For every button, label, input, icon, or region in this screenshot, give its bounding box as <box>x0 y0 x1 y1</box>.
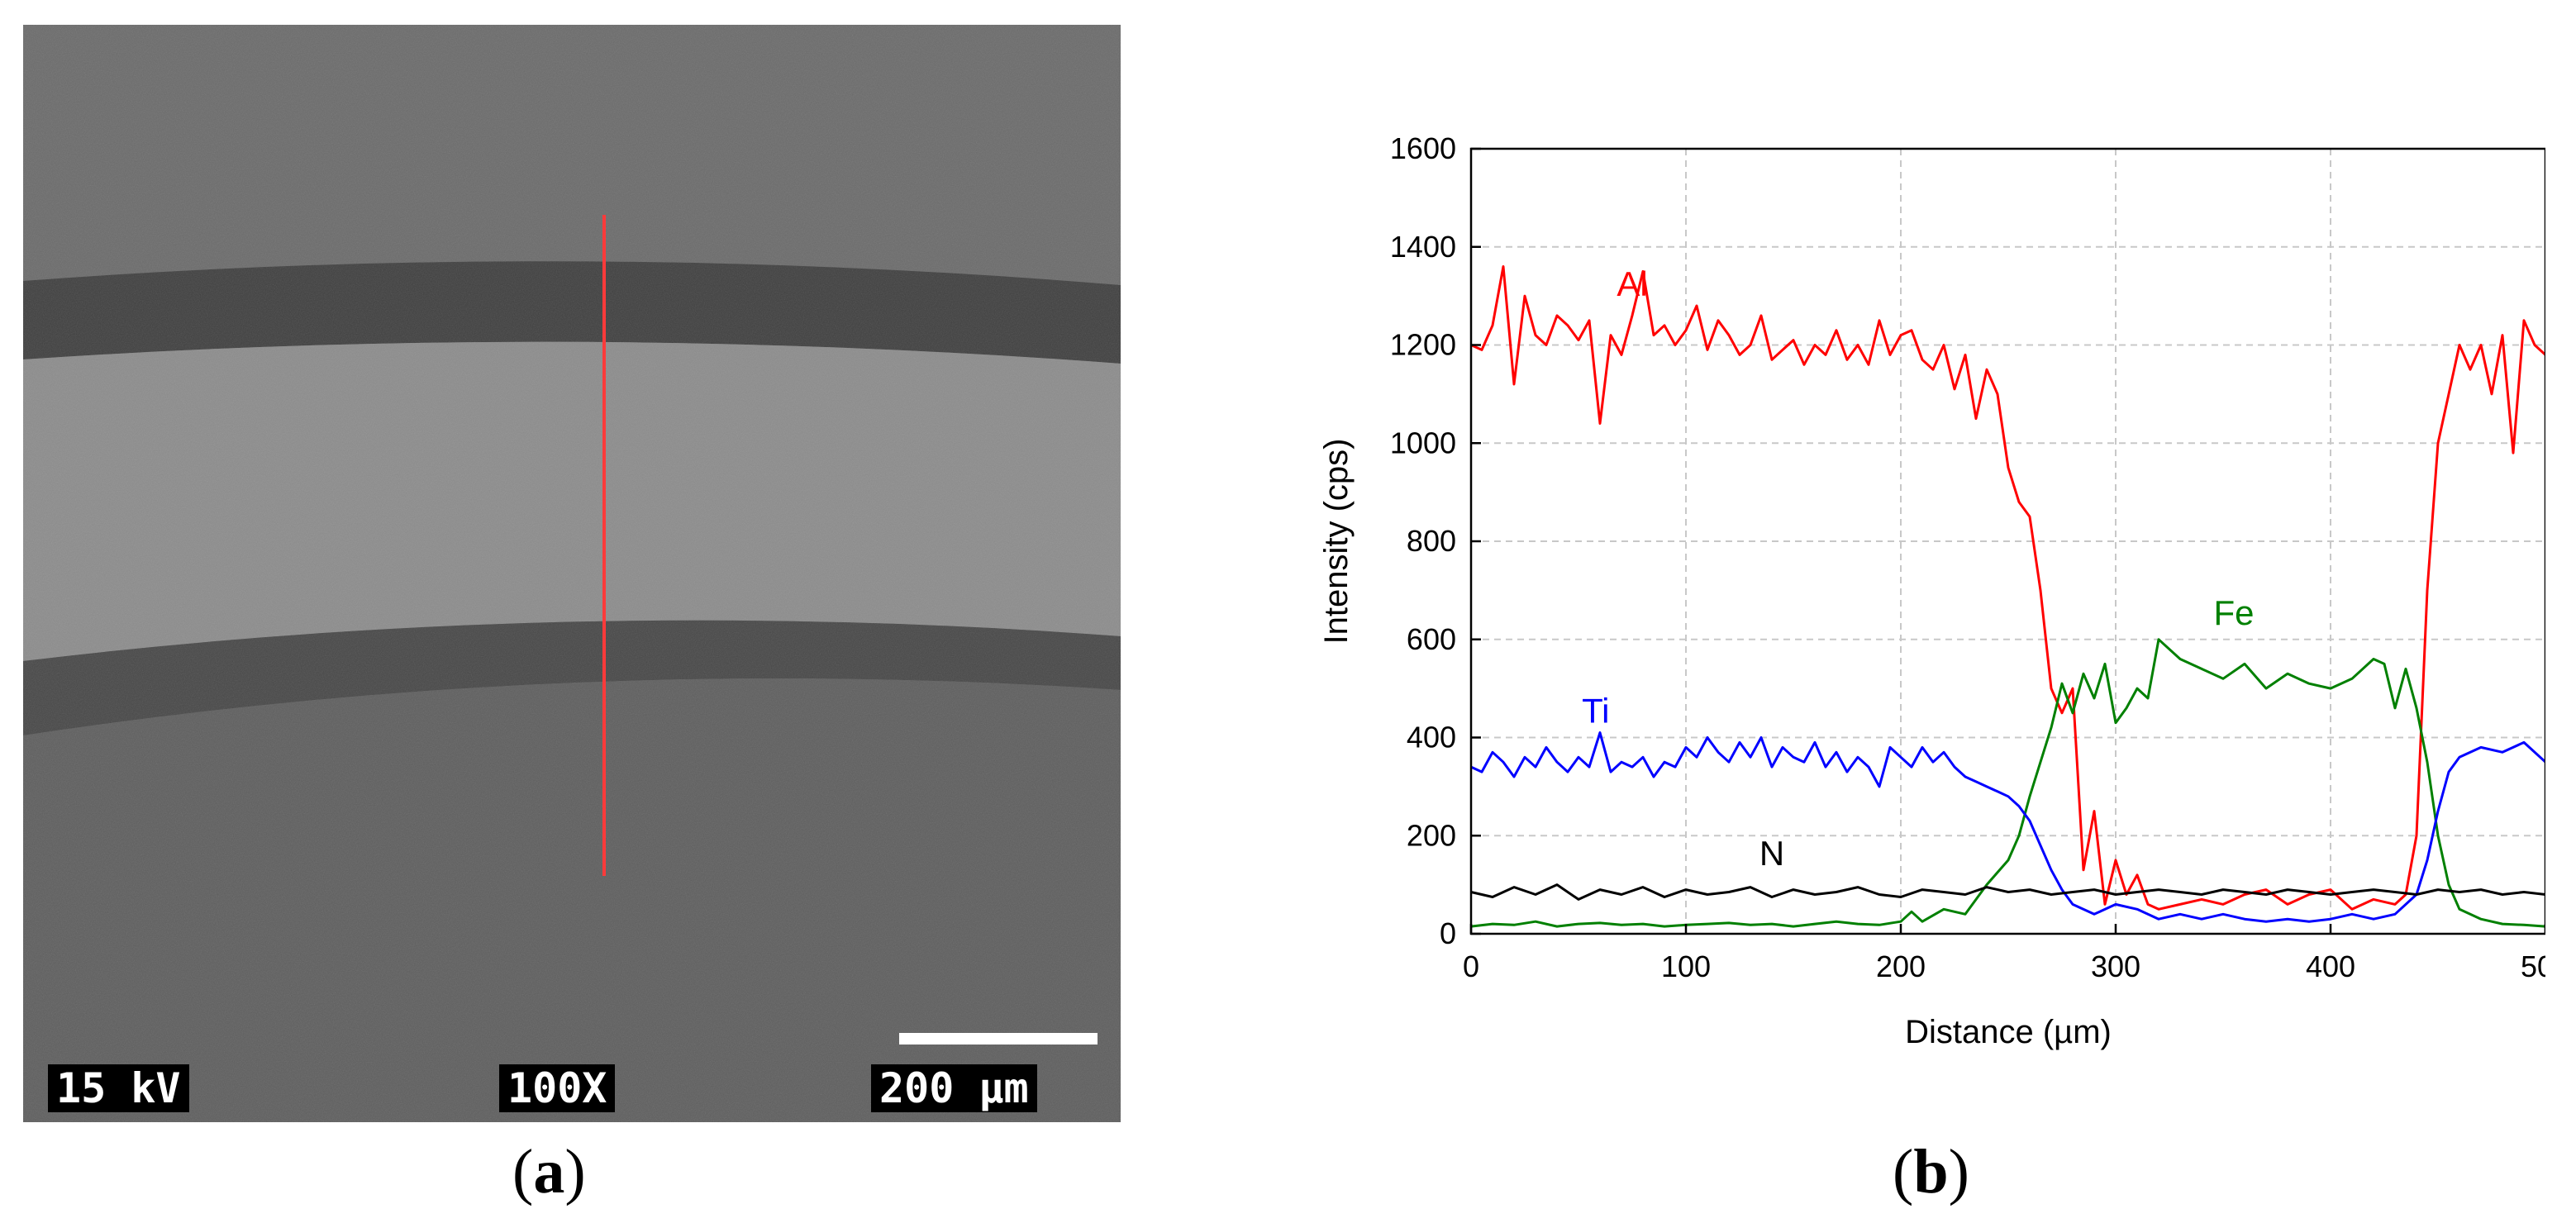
voltage-label: 15 kV <box>48 1064 189 1112</box>
magnification-label: 100X <box>499 1064 616 1112</box>
y-tick-label: 0 <box>1440 916 1456 950</box>
caption-a: (a) <box>512 1137 586 1206</box>
y-axis-title: Intensity (cps) <box>1318 439 1355 645</box>
x-tick-label: 300 <box>2091 949 2140 983</box>
x-tick-label: 500 <box>2521 949 2545 983</box>
series-line-al <box>1470 265 2545 911</box>
y-tick-label: 400 <box>1407 721 1456 754</box>
y-tick-label: 1400 <box>1390 230 1456 264</box>
y-tick-label: 800 <box>1407 524 1456 558</box>
x-axis-title: Distance (µm) <box>1905 1014 2112 1050</box>
caption-a-letter: a <box>533 1137 565 1206</box>
series-label-fe: Fe <box>2213 593 2254 632</box>
series-line-fe <box>1470 638 2545 928</box>
series-labels: Al Fe Ti N <box>1582 264 2254 873</box>
series-label-n: N <box>1759 834 1784 873</box>
caption-b-letter: b <box>1913 1137 1949 1206</box>
sem-image <box>23 25 1121 1122</box>
x-tick-label: 400 <box>2306 949 2355 983</box>
y-tick-label: 1600 <box>1390 131 1456 165</box>
y-tick-label: 200 <box>1407 818 1456 852</box>
series-line-ti <box>1470 731 2545 923</box>
series-label-ti: Ti <box>1582 692 1609 730</box>
series-label-al: Al <box>1617 264 1647 303</box>
grid <box>1471 149 2545 934</box>
sem-micrograph: 15 kV 100X 200 µm <box>23 25 1121 1122</box>
caption-b: (b) <box>1893 1137 1969 1206</box>
scalebar-label: 200 µm <box>871 1064 1037 1112</box>
series-lines <box>1470 265 2545 928</box>
x-tick-label: 200 <box>1876 949 1926 983</box>
x-tick-label: 100 <box>1661 949 1711 983</box>
scale-bar <box>899 1033 1098 1045</box>
y-tick-label: 600 <box>1407 622 1456 656</box>
linescan-chart: 0 100 200 300 400 500 0 200 400 600 800 1000 1200 140… <box>1318 131 2545 1050</box>
x-tick-label: 0 <box>1463 949 1479 983</box>
sem-substrate-speckle <box>23 678 1121 1122</box>
axis-ticks: 0 100 200 300 400 500 0 200 400 600 800 1000 1200 140… <box>1390 131 2545 983</box>
series-line-n <box>1470 883 2545 901</box>
y-tick-label: 1000 <box>1390 426 1456 459</box>
y-tick-label: 1200 <box>1390 328 1456 362</box>
